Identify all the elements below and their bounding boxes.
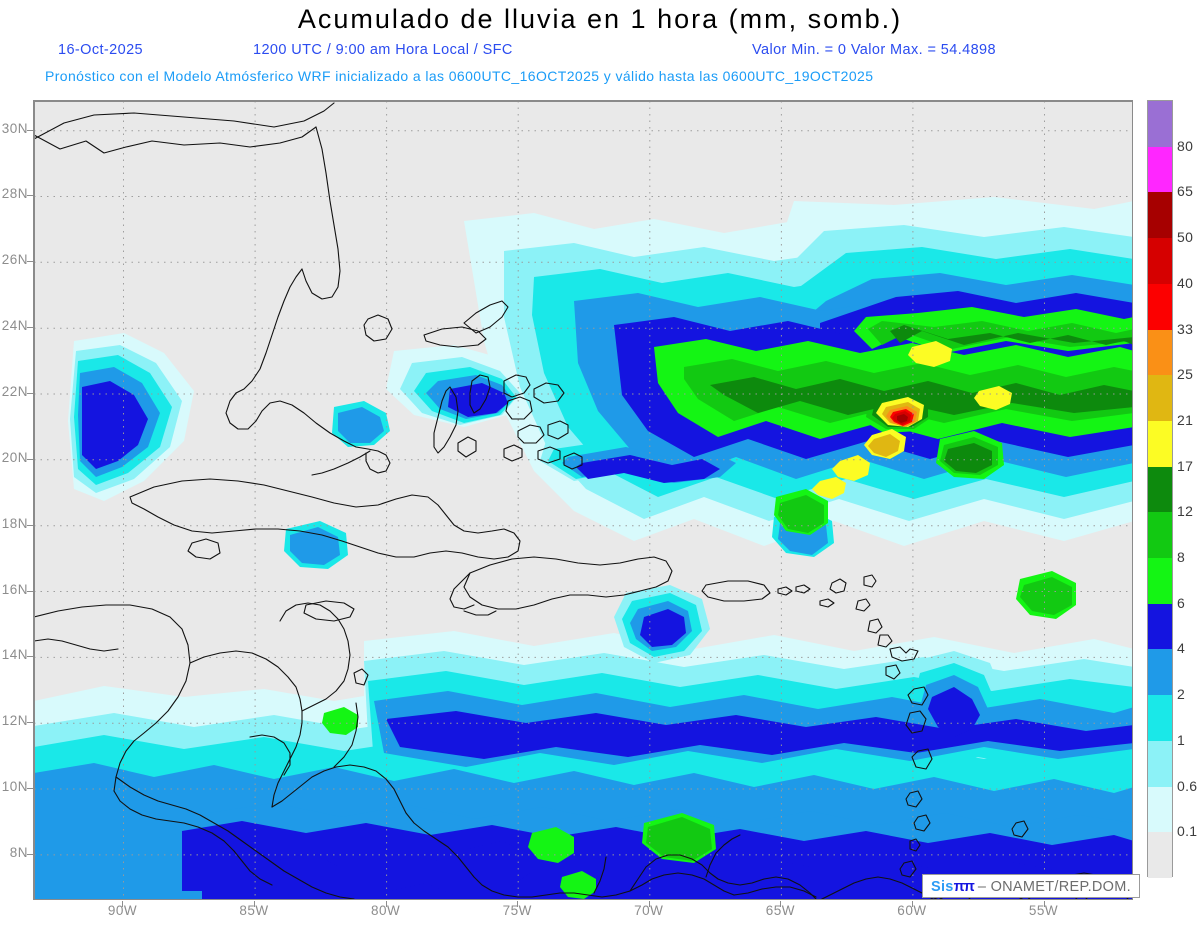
map-canvas[interactable]: [33, 100, 1133, 900]
colorbar-band-40-50: [1148, 238, 1172, 284]
colorbar-band-8-12: [1148, 512, 1172, 559]
lon-label-75w: 75W: [502, 903, 532, 918]
lat-label-18n: 18N: [1, 515, 28, 531]
colorbar-tick-17: 17: [1177, 457, 1194, 474]
lon-tick: [911, 901, 913, 907]
lon-tick: [517, 901, 519, 907]
colorbar-band-2-4: [1148, 649, 1172, 696]
lat-label-22n: 22N: [1, 384, 28, 399]
lat-tick: [27, 458, 33, 460]
lat-label-14n: 14N: [1, 647, 28, 663]
colorbar-band-0-0-1: [1148, 832, 1172, 878]
colorbar-tick-0p1: 0.1: [1177, 823, 1198, 840]
colorbar-band-17-21: [1148, 420, 1172, 467]
colorbar-tick-80: 80: [1177, 137, 1194, 154]
colorbar-tick-65: 65: [1177, 183, 1194, 200]
colorbar-band-25-33: [1148, 329, 1172, 376]
sistt-onamet-logo: Sis ππ – ONAMET/REP.DOM.: [922, 874, 1140, 898]
lon-tick: [385, 901, 387, 907]
colorbar-band-6-8: [1148, 558, 1172, 604]
lat-tick: [27, 722, 33, 724]
colorbar-tick-50: 50: [1177, 229, 1194, 246]
lat-tick: [27, 129, 33, 131]
colorbar-tick-25: 25: [1177, 366, 1194, 383]
logo-org-text: – ONAMET/REP.DOM.: [977, 878, 1131, 895]
forecast-date: 16-Oct-2025: [58, 42, 143, 58]
model-description: Pronóstico con el Modelo Atmósferico WRF…: [45, 68, 874, 84]
lat-tick: [27, 195, 33, 197]
lon-tick: [648, 901, 650, 907]
colorbar-tick-33: 33: [1177, 320, 1194, 337]
colorbar-band-65-80: [1148, 146, 1172, 193]
lat-label-24n: 24N: [1, 318, 28, 334]
colorbar-tick-0p6: 0.6: [1177, 777, 1198, 794]
page-title: Acumulado de lluvia en 1 hora (mm, somb.…: [297, 4, 903, 34]
colorbar-tick-1: 1: [1177, 731, 1186, 748]
lat-tick: [27, 656, 33, 658]
colorbar-band-1-2: [1148, 695, 1172, 741]
lat-tick: [27, 327, 33, 329]
lon-tick: [780, 901, 782, 907]
lat-label-30n: 30N: [1, 120, 28, 136]
colorbar-band-0-6-1: [1148, 740, 1172, 787]
lat-tick: [27, 261, 33, 263]
lon-label-80w: 80W: [370, 903, 401, 918]
precip-band-50-maximum: [897, 414, 908, 423]
lon-label-60w: 60W: [897, 903, 927, 918]
lat-label-10n: 10N: [1, 779, 28, 795]
lon-label-70w: 70W: [634, 903, 664, 918]
colorbar-band-21-25: [1148, 375, 1172, 421]
colorbar-tick-8: 8: [1177, 549, 1186, 566]
lat-label-28n: 28N: [1, 186, 28, 202]
colorbar-band-80-: [1148, 101, 1172, 147]
lat-tick: [27, 788, 33, 790]
lon-label-65w: 65W: [765, 903, 795, 918]
logo-tt-text: ππ: [953, 878, 975, 895]
grid-lines: [34, 101, 1132, 899]
value-range-text: Valor Min. = 0 Valor Max. = 54.4898: [752, 42, 996, 58]
lon-tick: [1043, 901, 1045, 907]
lat-tick: [27, 853, 33, 855]
colorbar-band-33-40: [1148, 283, 1172, 330]
lon-tick: [122, 901, 124, 907]
colorbar-tick-4: 4: [1177, 640, 1186, 657]
precipitation-map: [34, 101, 1132, 899]
lon-tick: [254, 901, 256, 907]
colorbar-band-50-65: [1148, 192, 1172, 239]
lon-label-55w: 55W: [1028, 903, 1059, 918]
lat-tick: [27, 524, 33, 526]
lat-tick: [27, 393, 33, 394]
precipitation-colorbar[interactable]: [1147, 100, 1173, 878]
lat-label-20n: 20N: [1, 449, 28, 465]
coastlines: [34, 102, 1129, 899]
colorbar-tick-12: 12: [1177, 503, 1194, 520]
colorbar-tick-40: 40: [1177, 274, 1194, 291]
lat-label-26n: 26N: [1, 252, 28, 268]
lat-label-12n: 12N: [1, 713, 28, 729]
lat-label-16n: 16N: [1, 581, 28, 597]
colorbar-tick-2: 2: [1177, 686, 1186, 703]
colorbar-band-0-1-0-6: [1148, 786, 1172, 833]
lat-tick: [27, 590, 33, 592]
colorbar-tick-6: 6: [1177, 594, 1186, 611]
forecast-time: 1200 UTC / 9:00 am Hora Local / SFC: [253, 42, 513, 58]
colorbar-band-4-6: [1148, 603, 1172, 650]
lon-label-85w: 85W: [239, 903, 269, 918]
colorbar-band-12-17: [1148, 466, 1172, 513]
colorbar-tick-21: 21: [1177, 411, 1194, 428]
logo-sis-text: Sis: [931, 878, 954, 895]
lat-label-8n: 8N: [9, 844, 28, 860]
lon-label-90w: 90W: [107, 903, 138, 918]
